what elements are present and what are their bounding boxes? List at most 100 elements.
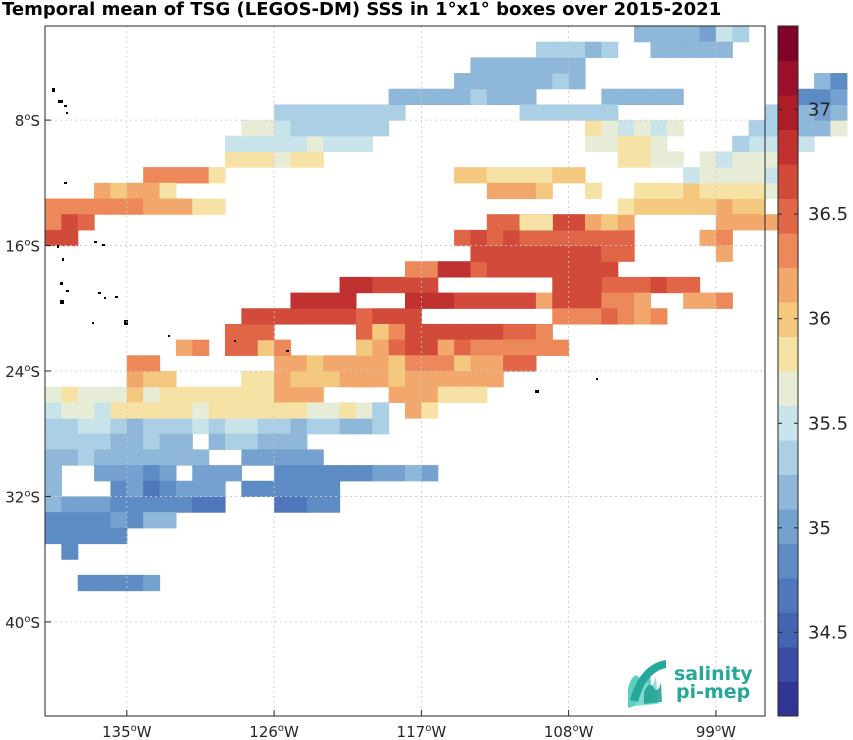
salinity-cell [241, 323, 259, 341]
salinity-cell [601, 135, 619, 153]
island-marker [115, 296, 118, 298]
salinity-cell [666, 198, 684, 215]
salinity-cell [715, 41, 733, 58]
salinity-cell [699, 41, 717, 58]
salinity-cell [797, 120, 815, 137]
salinity-cell [372, 276, 390, 294]
colorbar-segment [778, 474, 798, 510]
salinity-cell [568, 57, 586, 74]
salinity-cell [715, 182, 733, 200]
salinity-cell [94, 418, 112, 435]
salinity-cell [650, 182, 668, 200]
salinity-cell [421, 292, 439, 309]
salinity-cell [323, 104, 341, 121]
salinity-cell [306, 120, 324, 137]
salinity-cell [77, 449, 95, 466]
salinity-cell [94, 465, 112, 482]
salinity-cell [454, 355, 472, 372]
salinity-cell [192, 386, 210, 403]
logo-line-2: pi-mep [676, 681, 750, 703]
salinity-cell [585, 182, 602, 200]
salinity-cell [192, 198, 210, 215]
salinity-cell [634, 120, 652, 137]
salinity-cell [470, 57, 488, 74]
salinity-cell [274, 371, 292, 388]
salinity-cell [241, 386, 259, 403]
salinity-cell [552, 57, 570, 74]
salinity-cell [454, 88, 472, 106]
salinity-cell [535, 245, 553, 262]
salinity-cell [257, 120, 275, 137]
salinity-cell [290, 292, 308, 309]
colorbar-segment [778, 578, 798, 613]
salinity-cell [290, 104, 308, 121]
salinity-cell [306, 449, 324, 466]
salinity-cell [585, 41, 602, 58]
salinity-cell [355, 104, 373, 121]
salinity-cell [61, 386, 79, 403]
salinity-cell [437, 371, 455, 388]
salinity-cell [388, 88, 406, 106]
salinity-cell [175, 402, 193, 419]
salinity-cell [421, 88, 439, 106]
salinity-cell [650, 276, 668, 294]
salinity-cell [470, 167, 488, 184]
salinity-cell [306, 496, 324, 513]
salinity-cell [650, 120, 668, 137]
salinity-cell [339, 292, 357, 309]
salinity-cell [241, 135, 259, 153]
salinity-cell [323, 465, 341, 482]
salinity-cell [61, 496, 79, 513]
salinity-cell [617, 88, 635, 106]
island-marker [102, 244, 105, 246]
salinity-cell [143, 167, 161, 184]
salinity-cell [110, 574, 128, 592]
salinity-cell [683, 276, 701, 294]
salinity-cell [355, 418, 373, 435]
salinity-cell [601, 292, 619, 309]
salinity-cell [77, 214, 95, 231]
colorbar-segment [778, 233, 798, 268]
salinity-cell [683, 26, 701, 43]
salinity-cell [568, 41, 586, 58]
salinity-cell [814, 120, 832, 137]
salinity-cell [601, 261, 619, 278]
salinity-cell [208, 433, 226, 451]
salinity-cell [421, 386, 439, 403]
colorbar-segment [778, 60, 798, 96]
salinity-cell [421, 323, 439, 341]
salinity-cell [290, 402, 308, 419]
salinity-cell [94, 496, 112, 513]
salinity-cell [355, 402, 373, 419]
salinity-cell [666, 151, 684, 168]
salinity-cell [241, 371, 259, 388]
salinity-cell [61, 449, 79, 466]
salinity-cell [143, 480, 161, 498]
salinity-cell [486, 167, 504, 184]
salinity-cell [634, 135, 652, 153]
salinity-cell [323, 292, 341, 309]
salinity-cell [175, 449, 193, 466]
salinity-cell [535, 292, 553, 309]
salinity-cell [699, 26, 717, 43]
x-tick-label: 126oW [249, 723, 299, 740]
salinity-cell [732, 214, 750, 231]
salinity-cell [715, 229, 733, 247]
island-marker [94, 241, 97, 243]
salinity-cell [683, 182, 701, 200]
colorbar-segment [778, 267, 798, 303]
salinity-cell [355, 355, 373, 372]
salinity-cell [486, 355, 504, 372]
colorbar-segment [778, 612, 798, 648]
salinity-cell [568, 214, 586, 231]
colorbar-segment [778, 302, 798, 337]
salinity-cell [519, 88, 537, 106]
salinity-cell [355, 135, 373, 153]
y-tick-label: 24oS [5, 363, 40, 381]
salinity-cell [94, 527, 112, 545]
salinity-cell [110, 386, 128, 403]
salinity-cell [126, 355, 144, 372]
salinity-cell [94, 512, 112, 529]
salinity-cell [388, 371, 406, 388]
salinity-cell [257, 151, 275, 168]
